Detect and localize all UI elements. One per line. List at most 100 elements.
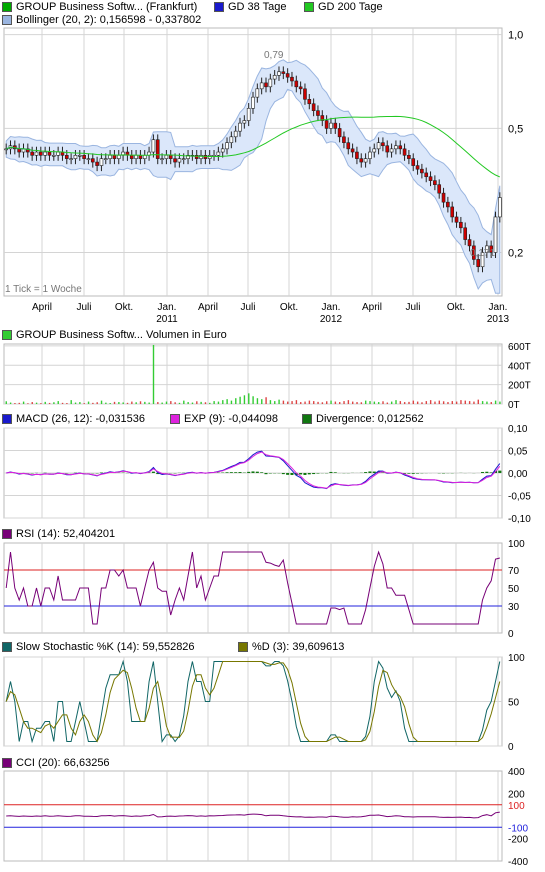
candle-body <box>230 137 233 143</box>
volume-bar <box>335 402 336 404</box>
candle-body <box>74 155 77 158</box>
stoch-axis-tick: 100 <box>508 653 525 664</box>
volume-bar <box>200 402 201 404</box>
divergence-bar <box>490 472 493 473</box>
candle-body <box>117 155 120 158</box>
volume-bar <box>460 400 461 404</box>
price-axis-tick: 1,0 <box>508 30 523 42</box>
candle-body <box>412 159 415 166</box>
volume-bar <box>66 403 67 404</box>
legend-swatch <box>214 2 224 12</box>
volume-panel <box>4 344 502 404</box>
candle-body <box>109 155 112 158</box>
volume-bar <box>36 403 37 404</box>
volume-bar <box>49 403 50 404</box>
legend-gd38: GD 38 Tage <box>214 1 287 13</box>
volume-bar <box>404 402 405 404</box>
volume-bar <box>426 401 427 404</box>
volume-bar <box>447 402 448 404</box>
legend-stoch-d-label: %D (3): 39,609613 <box>252 641 344 653</box>
rsi-axis-tick: 0 <box>508 629 514 640</box>
candle-body <box>373 149 376 152</box>
volume-bar <box>495 401 496 404</box>
candle-body <box>78 155 81 156</box>
volume-bar <box>339 402 340 404</box>
volume-bar <box>378 402 379 404</box>
macd-axis-tick: -0,10 <box>508 514 531 525</box>
macd-axis-tick: -0,05 <box>508 492 531 503</box>
divergence-bar <box>282 473 285 474</box>
rsi-panel <box>4 543 502 633</box>
volume-bar <box>135 402 136 404</box>
volume-bar <box>469 401 470 404</box>
candle-body <box>221 149 224 152</box>
candle-body <box>416 166 419 170</box>
time-axis-label: April <box>32 302 52 313</box>
legend-rsi-label: RSI (14): 52,404201 <box>16 528 115 540</box>
time-axis-label: Juli <box>240 302 255 313</box>
price-axis-tick: 0,5 <box>508 123 523 135</box>
candle-body <box>264 83 267 87</box>
divergence-bar <box>416 473 419 474</box>
volume-bar <box>122 402 123 404</box>
volume-bar <box>166 402 167 404</box>
candle-body <box>290 77 293 81</box>
volume-bar <box>127 403 128 404</box>
divergence-bar <box>368 471 371 473</box>
legend-exp: EXP (9): -0,044098 <box>170 413 278 425</box>
candle-body <box>161 159 164 160</box>
volume-bar <box>92 403 93 404</box>
legend-price-label: GROUP Business Softw... (Frankfurt) <box>16 1 197 13</box>
volume-bar <box>452 401 453 404</box>
volume-bar <box>62 403 63 404</box>
volume-bar <box>482 401 483 404</box>
volume-bar <box>239 397 240 404</box>
candle-body <box>407 155 410 158</box>
divergence-bar <box>234 472 237 473</box>
candle-body <box>260 83 263 89</box>
volume-bar <box>499 402 500 404</box>
candle-body <box>217 152 220 155</box>
volume-bar <box>231 401 232 404</box>
volume-bar <box>270 400 271 404</box>
divergence-bar <box>286 473 289 475</box>
legend-swatch <box>2 414 12 424</box>
candle-body <box>70 159 73 160</box>
candle-body <box>57 152 60 155</box>
volume-bar <box>75 403 76 404</box>
volume-bar <box>101 401 102 404</box>
divergence-bar <box>238 472 241 473</box>
divergence-bar <box>251 471 254 473</box>
volume-bar <box>79 402 80 404</box>
volume-bar <box>248 393 249 404</box>
volume-bar <box>14 403 15 404</box>
volume-bar <box>118 402 119 404</box>
candle-body <box>364 159 367 162</box>
candle-body <box>316 111 319 116</box>
legend-stoch-k-label: Slow Stochastic %K (14): 59,552826 <box>16 641 195 653</box>
volume-bar <box>244 395 245 404</box>
cci-axis-tick: 200 <box>508 790 525 801</box>
candle-body <box>308 99 311 103</box>
volume-bar <box>296 400 297 404</box>
volume-bar <box>226 399 227 404</box>
cci-axis-tick: 400 <box>508 767 525 778</box>
divergence-bar <box>260 472 263 473</box>
volume-bar <box>109 403 110 404</box>
legend-rsi: RSI (14): 52,404201 <box>2 528 115 540</box>
candle-body <box>39 152 42 155</box>
candle-body <box>429 177 432 181</box>
candle-body <box>256 89 259 97</box>
time-axis-label: Juli <box>405 302 420 313</box>
volume-bar <box>187 402 188 404</box>
macd-axis-tick: 0,00 <box>508 469 528 480</box>
candle-body <box>468 240 471 246</box>
divergence-bar <box>264 473 267 474</box>
candle-body <box>403 149 406 155</box>
candle-body <box>165 155 168 158</box>
candle-body <box>438 185 441 193</box>
divergence-bar <box>230 472 233 473</box>
candle-body <box>31 152 34 155</box>
